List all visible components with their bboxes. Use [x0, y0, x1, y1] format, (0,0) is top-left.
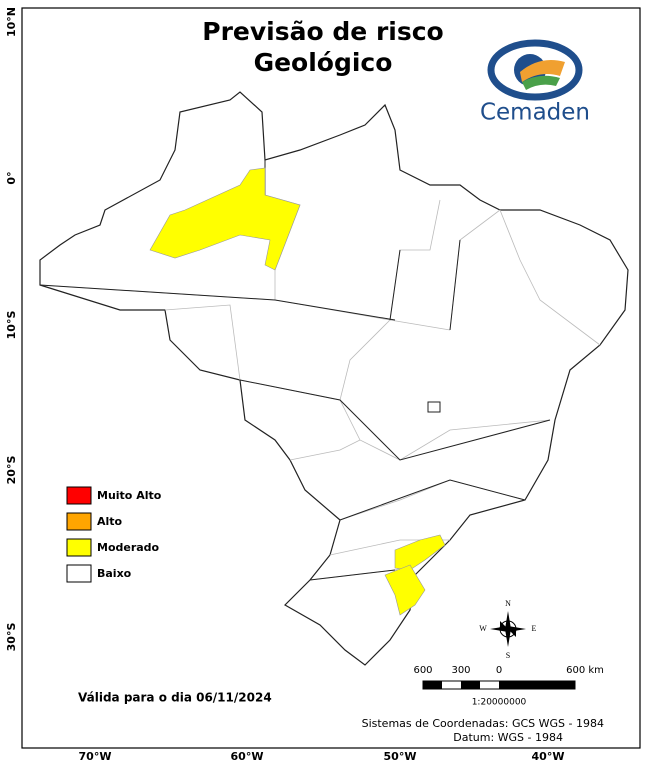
title-line: Previsão de risco	[202, 17, 443, 46]
footer-text: Sistemas de Coordenadas: GCS WGS - 1984	[362, 717, 604, 730]
scale-bar: 600 300 0 600 km 1:20000000	[413, 665, 603, 708]
legend-swatch	[66, 538, 92, 557]
scale-label: 600	[413, 665, 432, 676]
legend-label: Muito Alto	[97, 489, 162, 502]
legend-swatch	[66, 486, 92, 505]
compass-e: E	[532, 624, 537, 633]
longitude-label: 60°W	[231, 750, 264, 763]
logo-text: Cemaden	[480, 100, 590, 126]
scale-label: 0	[496, 665, 502, 676]
legend-swatch	[66, 564, 92, 583]
legend-swatch	[66, 512, 92, 531]
latitude-label: 0°	[5, 171, 18, 184]
longitude-label: 50°W	[384, 750, 417, 763]
longitude-label: 70°W	[79, 750, 112, 763]
legend-label: Baixo	[97, 567, 132, 580]
scale-label: 600 km	[566, 665, 604, 676]
latitude-label: 20°S	[5, 456, 18, 485]
latitude-label: 10°S	[5, 311, 18, 340]
legend-label: Moderado	[97, 541, 160, 554]
footer-text: Datum: WGS - 1984	[453, 731, 563, 744]
scale-ratio: 1:20000000	[472, 698, 527, 708]
legend-label: Alto	[97, 515, 123, 528]
latitude-label: 30°S	[5, 623, 18, 652]
latitude-label: 10°N	[5, 7, 18, 37]
scale-label: 300	[451, 665, 470, 676]
longitude-label: 40°W	[532, 750, 565, 763]
compass: N S E W	[479, 599, 536, 660]
compass-s: S	[506, 651, 510, 660]
legend: Muito Alto Alto Moderado Baixo	[66, 486, 162, 583]
longitude-labels: 70°W 60°W 50°W 40°W	[79, 750, 565, 763]
risk-areas	[149, 167, 446, 616]
compass-n: N	[505, 599, 511, 608]
compass-w: W	[479, 624, 487, 633]
title-line: Geológico	[254, 48, 393, 77]
validity-text: Válida para o dia 06/11/2024	[78, 691, 272, 705]
logo: Cemaden	[480, 39, 590, 126]
latitude-labels: 10°N 0° 10°S 20°S 30°S	[5, 7, 18, 651]
